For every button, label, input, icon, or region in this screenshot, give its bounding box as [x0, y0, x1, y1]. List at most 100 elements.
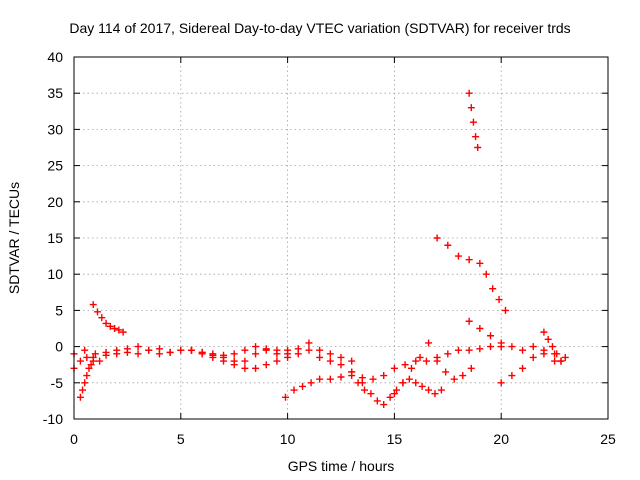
data-point: [79, 386, 87, 394]
grid-lines: [74, 57, 608, 419]
data-point: [81, 346, 89, 354]
data-point: [326, 357, 334, 365]
data-point: [412, 379, 420, 387]
x-tick-label: 15: [387, 431, 403, 447]
data-point: [290, 386, 298, 394]
data-point: [134, 343, 142, 351]
data-point: [467, 104, 475, 112]
series-arc-10: [433, 234, 509, 314]
data-point: [252, 350, 260, 358]
data-point: [273, 346, 281, 354]
data-point: [380, 372, 388, 380]
data-point: [422, 357, 430, 365]
data-point: [508, 372, 516, 380]
data-point: [431, 390, 439, 398]
data-point: [326, 375, 334, 383]
data-point: [262, 361, 270, 369]
data-point: [459, 372, 467, 380]
y-tick-label: 35: [47, 85, 63, 101]
data-point: [476, 345, 484, 353]
data-point: [450, 375, 458, 383]
data-point: [102, 319, 110, 327]
data-point: [540, 328, 548, 336]
data-point: [230, 361, 238, 369]
series-arc-9: [390, 339, 475, 398]
data-point: [316, 346, 324, 354]
data-point: [433, 234, 441, 242]
data-point: [476, 259, 484, 267]
data-point: [348, 368, 356, 376]
x-tick-label: 5: [177, 431, 185, 447]
data-point: [454, 252, 462, 260]
data-point: [401, 361, 409, 369]
data-point: [358, 379, 366, 387]
data-point: [98, 314, 106, 322]
series-arc-11: [465, 89, 482, 151]
data-point: [405, 375, 413, 383]
x-tick-label: 20: [493, 431, 509, 447]
data-point: [489, 285, 497, 293]
data-point: [166, 348, 174, 356]
data-point: [467, 364, 475, 372]
data-point: [85, 364, 93, 372]
data-point: [241, 364, 249, 372]
data-point: [209, 350, 217, 358]
data-point: [399, 379, 407, 387]
y-tick-label: 15: [47, 230, 63, 246]
y-tick-label: 40: [47, 49, 63, 65]
data-point: [444, 350, 452, 358]
series-arc-14: [540, 328, 565, 365]
series-arc-3: [76, 357, 97, 401]
data-point: [465, 317, 473, 325]
data-point: [367, 390, 375, 398]
y-axis-label: SDTVAR / TECUs: [6, 182, 22, 294]
data-point: [305, 346, 313, 354]
data-point: [553, 350, 561, 358]
data-point: [469, 118, 477, 126]
data-point: [252, 343, 260, 351]
data-point: [393, 386, 401, 394]
data-point: [337, 361, 345, 369]
data-point: [551, 357, 559, 365]
y-tick-label: 5: [55, 302, 63, 318]
data-point: [390, 390, 398, 398]
data-point: [83, 353, 91, 361]
data-point: [465, 256, 473, 264]
data-point: [326, 350, 334, 358]
series-arc-4: [89, 301, 127, 336]
data-point: [91, 350, 99, 358]
x-tick-labels: 0 5 10 15 20 25: [70, 431, 616, 447]
data-point: [390, 364, 398, 372]
data-point: [540, 346, 548, 354]
data-point: [307, 379, 315, 387]
plot-frame: [73, 56, 609, 420]
data-point: [145, 346, 153, 354]
data-point: [487, 343, 495, 351]
data-point: [386, 393, 394, 401]
x-tick-label: 0: [70, 431, 78, 447]
y-tick-label: 30: [47, 121, 63, 137]
data-point: [83, 372, 91, 380]
series-arc-8: [358, 343, 505, 387]
y-tick-label: -10: [43, 411, 63, 427]
data-point: [76, 393, 84, 401]
data-point: [76, 357, 84, 365]
data-point: [373, 397, 381, 405]
data-point: [89, 357, 97, 365]
data-point: [220, 351, 228, 359]
data-point: [273, 357, 281, 365]
data-point: [198, 348, 206, 356]
data-point: [305, 339, 313, 347]
data-point: [465, 89, 473, 97]
data-point: [281, 393, 289, 401]
data-point: [508, 343, 516, 351]
data-point: [412, 357, 420, 365]
data-point: [337, 353, 345, 361]
data-points: [70, 89, 569, 409]
y-tick-label: 10: [47, 266, 63, 282]
data-point: [544, 335, 552, 343]
data-point: [501, 306, 509, 314]
data-point: [497, 339, 505, 347]
data-point: [476, 325, 484, 332]
data-point: [230, 350, 238, 358]
